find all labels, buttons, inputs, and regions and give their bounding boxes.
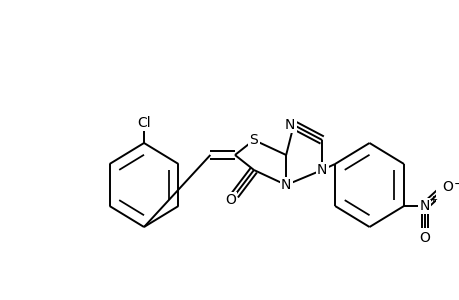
Text: O: O bbox=[419, 231, 429, 245]
Text: N: N bbox=[419, 199, 429, 213]
Text: N: N bbox=[280, 178, 291, 192]
Text: O: O bbox=[441, 180, 452, 194]
Text: −: − bbox=[453, 178, 459, 190]
Text: +: + bbox=[428, 195, 437, 205]
Text: Cl: Cl bbox=[137, 116, 151, 130]
Text: N: N bbox=[284, 118, 295, 132]
Text: N: N bbox=[316, 163, 327, 177]
Text: O: O bbox=[224, 193, 235, 207]
Text: S: S bbox=[249, 133, 258, 147]
